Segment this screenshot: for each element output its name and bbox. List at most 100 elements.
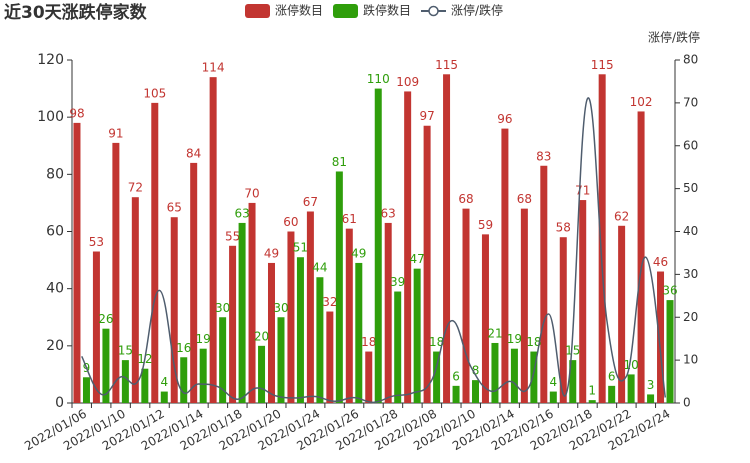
value-label: 68 (517, 192, 532, 206)
bar (627, 374, 635, 403)
bar (472, 380, 480, 403)
bar (452, 385, 460, 403)
bar (345, 228, 353, 403)
value-label: 109 (396, 75, 419, 89)
bar (608, 385, 616, 403)
bar (141, 368, 149, 403)
bar (248, 202, 256, 403)
value-label: 96 (497, 112, 512, 126)
value-label: 15 (565, 344, 580, 358)
value-label: 20 (254, 329, 269, 343)
bar (491, 342, 499, 403)
bar (559, 237, 567, 403)
value-label: 62 (614, 209, 629, 223)
value-label: 16 (176, 341, 191, 355)
value-label: 10 (623, 358, 638, 372)
legend-label: 跌停数目 (363, 3, 411, 18)
bar (82, 377, 90, 403)
bar (384, 222, 392, 403)
bar (238, 222, 246, 403)
bar (501, 128, 509, 403)
value-label: 105 (143, 86, 166, 100)
legend-icon (245, 4, 270, 18)
bar (199, 348, 207, 403)
value-label: 70 (244, 186, 259, 200)
bar (267, 262, 275, 403)
y2-tick-label: 10 (683, 353, 698, 367)
y2-tick-label: 40 (683, 224, 698, 238)
bar (306, 211, 314, 403)
chart-title: 近30天涨跌停家数 (4, 2, 148, 23)
bar (530, 351, 538, 403)
value-label: 8 (472, 364, 480, 378)
value-label: 102 (630, 95, 653, 109)
value-label: 83 (536, 149, 551, 163)
bar (151, 102, 159, 403)
value-label: 26 (98, 312, 113, 326)
bar (190, 162, 198, 403)
value-label: 55 (225, 229, 240, 243)
value-label: 30 (215, 301, 230, 315)
value-label: 81 (332, 155, 347, 169)
bar (160, 391, 168, 403)
y2-axis-title: 涨停/跌停 (648, 30, 700, 45)
value-label: 6 (452, 369, 460, 383)
legend-icon (333, 4, 358, 18)
y2-tick-label: 20 (683, 310, 698, 324)
value-label: 91 (108, 126, 123, 140)
value-label: 63 (381, 206, 396, 220)
value-label: 58 (556, 221, 571, 235)
bar (481, 234, 489, 403)
value-label: 115 (591, 58, 614, 72)
bar (443, 74, 451, 404)
bar (131, 197, 139, 403)
value-label: 47 (410, 252, 425, 266)
legend-label: 涨停/跌停 (451, 3, 503, 18)
value-label: 59 (478, 218, 493, 232)
value-label: 61 (342, 212, 357, 226)
bar (569, 360, 577, 403)
y2-tick-label: 0 (683, 396, 691, 410)
value-label: 6 (608, 369, 616, 383)
bar (365, 351, 373, 403)
bar (219, 317, 227, 403)
bar (579, 200, 587, 403)
legend-label: 涨停数目 (275, 3, 323, 18)
value-label: 32 (322, 295, 337, 309)
bar (374, 88, 382, 403)
value-label: 63 (234, 206, 249, 220)
value-label: 21 (487, 326, 502, 340)
y-tick-label: 20 (46, 338, 64, 354)
bar (618, 225, 626, 403)
value-label: 115 (435, 58, 458, 72)
bar (287, 231, 295, 403)
value-label: 15 (118, 344, 133, 358)
bar (355, 262, 363, 403)
value-label: 18 (361, 335, 376, 349)
bar (433, 351, 441, 403)
y-tick-label: 40 (46, 281, 64, 297)
bar (520, 208, 528, 403)
bar (209, 77, 217, 404)
value-label: 84 (186, 146, 201, 160)
bar (73, 122, 81, 403)
value-label: 18 (526, 335, 541, 349)
value-label: 72 (128, 181, 143, 195)
value-label: 71 (575, 184, 590, 198)
y2-tick-label: 60 (683, 138, 698, 152)
bar (316, 277, 324, 403)
bar (277, 317, 285, 403)
value-label: 51 (293, 241, 308, 255)
bar (510, 348, 518, 403)
bar (637, 111, 645, 403)
value-label: 39 (390, 275, 405, 289)
bar (657, 271, 665, 403)
value-label: 30 (273, 301, 288, 315)
y-tick-label: 80 (46, 166, 64, 182)
y2-tick-label: 50 (683, 181, 698, 195)
bar (598, 74, 606, 404)
value-label: 1 (588, 384, 596, 398)
bar (112, 142, 120, 403)
value-label: 36 (662, 284, 677, 298)
value-label: 49 (264, 246, 279, 260)
